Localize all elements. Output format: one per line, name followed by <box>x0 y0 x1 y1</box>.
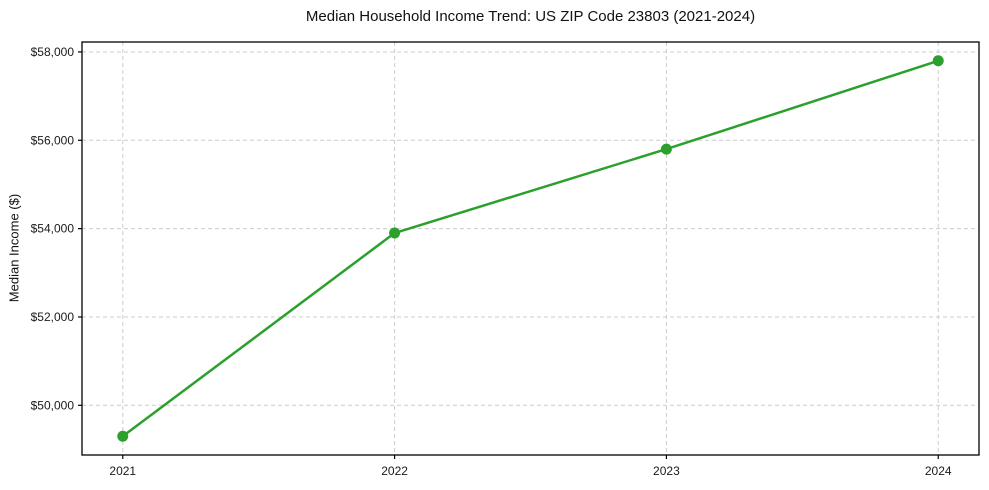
data-point <box>660 143 672 155</box>
x-tick-label: 2023 <box>653 464 680 478</box>
chart-title: Median Household Income Trend: US ZIP Co… <box>305 8 756 25</box>
y-tick-label: $58,000 <box>31 45 75 59</box>
y-tick-label: $54,000 <box>31 222 75 236</box>
data-point <box>932 55 944 67</box>
data-point <box>389 227 401 239</box>
y-axis-label: Median Income ($) <box>6 193 22 303</box>
y-tick-label: $56,000 <box>31 133 75 147</box>
y-tick-label: $50,000 <box>31 398 75 412</box>
x-tick-label: 2024 <box>925 464 952 478</box>
x-tick-label: 2021 <box>109 464 136 478</box>
trend-line <box>121 59 940 438</box>
x-tick-label: 2022 <box>381 464 408 478</box>
data-point <box>117 430 129 442</box>
y-tick-label: $52,000 <box>31 310 75 324</box>
plot-border <box>81 41 980 456</box>
